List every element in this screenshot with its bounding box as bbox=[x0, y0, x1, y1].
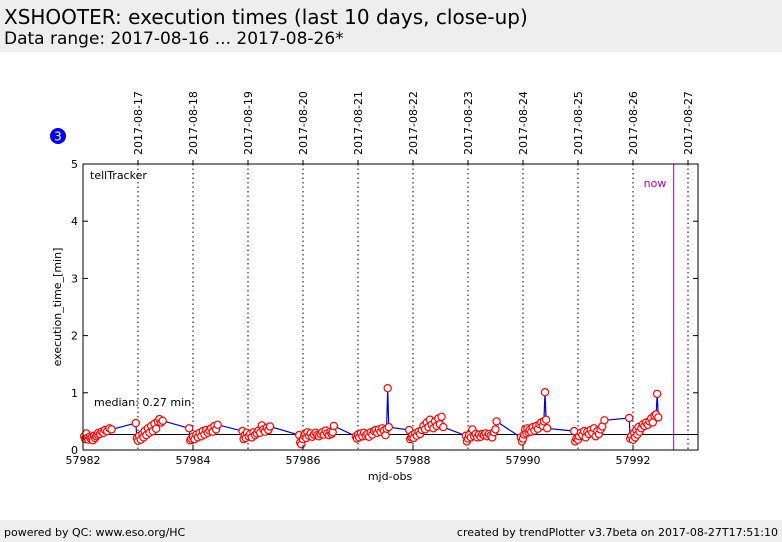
y-axis-label: execution_time_[min] bbox=[51, 248, 64, 367]
x-tick-label: 57986 bbox=[286, 454, 321, 467]
badge-text: 3 bbox=[54, 130, 62, 144]
data-point bbox=[213, 420, 222, 429]
date-tick-label: 2017-08-23 bbox=[462, 91, 475, 155]
data-point bbox=[131, 418, 140, 428]
date-tick-label: 2017-08-27 bbox=[682, 91, 695, 155]
data-point bbox=[151, 424, 161, 433]
x-tick-label: 57992 bbox=[616, 454, 651, 467]
data-point bbox=[439, 422, 448, 432]
chart-header: XSHOOTER: execution times (last 10 days,… bbox=[0, 0, 782, 52]
now-label: now bbox=[644, 177, 667, 190]
data-point bbox=[653, 389, 662, 399]
y-tick-label: 0 bbox=[71, 444, 78, 457]
data-point bbox=[329, 421, 338, 431]
date-tick-label: 2017-08-22 bbox=[407, 91, 420, 155]
x-tick-label: 57990 bbox=[506, 454, 541, 467]
data-point bbox=[491, 425, 500, 434]
data-point bbox=[383, 384, 392, 393]
x-tick-label: 57982 bbox=[66, 454, 101, 467]
footer-right: created by trendPlotter v3.7beta on 2017… bbox=[456, 526, 778, 539]
date-tick-label: 2017-08-26 bbox=[627, 91, 640, 155]
date-tick-label: 2017-08-19 bbox=[242, 91, 255, 155]
data-point bbox=[541, 415, 551, 424]
data-point bbox=[540, 388, 550, 397]
median-label: median: 0.27 min bbox=[94, 396, 191, 409]
date-tick-label: 2017-08-17 bbox=[132, 91, 145, 155]
data-point bbox=[107, 425, 116, 434]
date-tick-label: 2017-08-21 bbox=[352, 91, 365, 155]
data-point bbox=[158, 416, 167, 425]
date-tick-label: 2017-08-20 bbox=[297, 91, 310, 155]
chart-subtitle: Data range: 2017-08-16 ... 2017-08-26* bbox=[4, 29, 344, 49]
date-tick-label: 2017-08-18 bbox=[187, 91, 200, 155]
chart-title: XSHOOTER: execution times (last 10 days,… bbox=[4, 5, 528, 29]
date-tick-label: 2017-08-24 bbox=[517, 91, 530, 155]
date-tick-label: 2017-08-25 bbox=[572, 91, 585, 155]
data-point bbox=[184, 424, 194, 433]
x-tick-label: 57988 bbox=[396, 454, 431, 467]
data-point bbox=[654, 413, 663, 422]
data-point bbox=[543, 424, 552, 433]
data-point bbox=[492, 417, 501, 426]
chart-footer: powered by QC: www.eso.org/HC created by… bbox=[0, 520, 782, 542]
data-point bbox=[437, 412, 446, 421]
status-badge: 3 bbox=[50, 128, 66, 144]
data-point bbox=[625, 413, 634, 423]
data-point bbox=[600, 416, 609, 425]
footer-left: powered by QC: www.eso.org/HC bbox=[4, 526, 186, 539]
y-tick-label: 2 bbox=[71, 330, 78, 343]
badge-circle bbox=[50, 128, 66, 144]
y-tick-label: 1 bbox=[71, 387, 78, 400]
x-axis-label: mjd-obs bbox=[368, 470, 413, 483]
x-tick-label: 57984 bbox=[176, 454, 211, 467]
plot-frame bbox=[82, 163, 699, 451]
data-point bbox=[265, 422, 275, 431]
y-tick-label: 5 bbox=[71, 158, 78, 171]
y-tick-label: 3 bbox=[71, 272, 78, 285]
y-tick-label: 4 bbox=[71, 215, 78, 228]
panel-label: tellTracker bbox=[90, 169, 147, 182]
data-point bbox=[384, 422, 393, 432]
